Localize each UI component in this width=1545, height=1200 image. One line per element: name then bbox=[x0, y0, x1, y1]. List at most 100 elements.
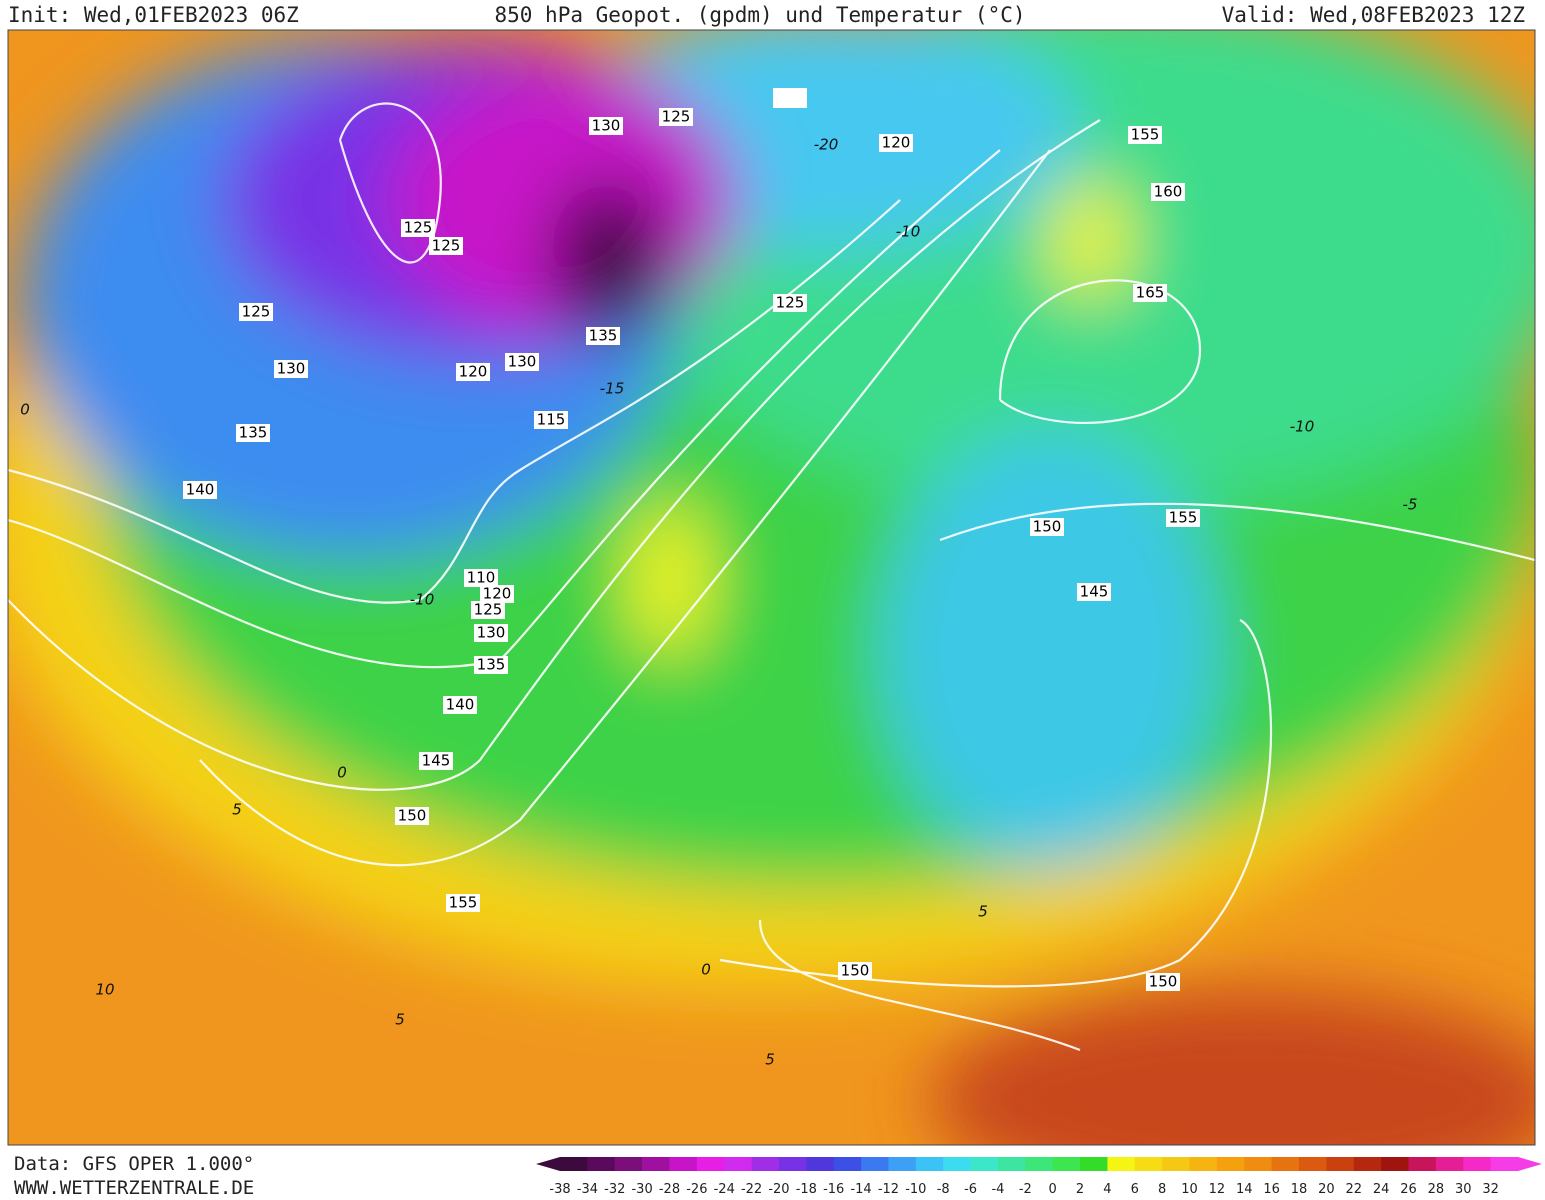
colorbar-swatch bbox=[1271, 1157, 1300, 1171]
geopotential-label: 140 bbox=[446, 696, 475, 714]
colorbar-label: -30 bbox=[631, 1182, 652, 1197]
colorbar-swatch bbox=[1490, 1157, 1519, 1171]
valid-time: Valid: Wed,08FEB2023 12Z bbox=[1222, 3, 1525, 27]
geopotential-label: 145 bbox=[1080, 583, 1109, 601]
colorbar-label: 2 bbox=[1076, 1182, 1084, 1197]
temperature-label: -15 bbox=[600, 380, 625, 398]
geopotential-label: 120 bbox=[483, 585, 512, 603]
colorbar-swatch bbox=[1107, 1157, 1136, 1171]
map-patch bbox=[773, 88, 807, 108]
contour-label-box bbox=[1077, 583, 1111, 601]
colorbar-label: 26 bbox=[1400, 1182, 1417, 1197]
colorbar-swatch bbox=[1216, 1157, 1245, 1171]
colorbar-swatch bbox=[778, 1157, 807, 1171]
temperature-label: 0 bbox=[701, 961, 711, 979]
colorbar-swatch bbox=[1435, 1157, 1464, 1171]
colorbar-label: 10 bbox=[1181, 1182, 1198, 1197]
geopotential-label: 130 bbox=[592, 117, 621, 135]
colorbar-swatch bbox=[724, 1157, 753, 1171]
colorbar-swatch bbox=[614, 1157, 643, 1171]
geopotential-label: 125 bbox=[404, 219, 433, 237]
geopotential-label: 140 bbox=[186, 481, 215, 499]
colorbar-swatch bbox=[1353, 1157, 1382, 1171]
contour-label-box bbox=[773, 294, 807, 312]
contour-label-box bbox=[1151, 183, 1185, 201]
colorbar-swatch bbox=[1189, 1157, 1218, 1171]
colorbar-label: -14 bbox=[850, 1182, 871, 1197]
temperature-label: 5 bbox=[978, 903, 988, 921]
contour-label-box bbox=[446, 894, 480, 912]
colorbar-swatch bbox=[806, 1157, 835, 1171]
colorbar-label: -2 bbox=[1019, 1182, 1032, 1197]
colorbar-swatch bbox=[1408, 1157, 1437, 1171]
temperature-label: -5 bbox=[1403, 496, 1418, 514]
contour-label-box bbox=[395, 807, 429, 825]
colorbar-swatch bbox=[751, 1157, 780, 1171]
colorbar-label: 12 bbox=[1209, 1182, 1226, 1197]
geopotential-label: 150 bbox=[398, 807, 427, 825]
colorbar-swatch bbox=[970, 1157, 999, 1171]
temperature-label: 5 bbox=[765, 1051, 775, 1069]
colorbar-label: -16 bbox=[823, 1182, 844, 1197]
contour-label-box bbox=[419, 752, 453, 770]
colorbar-swatch bbox=[915, 1157, 944, 1171]
colorbar-label: 8 bbox=[1158, 1182, 1166, 1197]
colorbar-label: -26 bbox=[686, 1182, 707, 1197]
geopotential-label: 150 bbox=[841, 962, 870, 980]
colorbar-swatch bbox=[861, 1157, 889, 1171]
contour-label-box bbox=[464, 569, 498, 587]
colorbar-swatch bbox=[587, 1157, 616, 1171]
colorbar-label: -4 bbox=[991, 1182, 1004, 1197]
contour-label-box bbox=[1146, 973, 1180, 991]
colorbar-swatch bbox=[1463, 1157, 1492, 1171]
colorbar-label: 22 bbox=[1345, 1182, 1362, 1197]
contour-label-box bbox=[534, 411, 568, 429]
geopotential-label: 120 bbox=[459, 363, 488, 381]
contour-label-box bbox=[589, 117, 623, 135]
geopotential-label: 160 bbox=[1154, 183, 1183, 201]
contour-label-box bbox=[586, 327, 620, 345]
contour-label-box bbox=[274, 360, 308, 378]
contour-label-box bbox=[456, 363, 490, 381]
contour-label-box bbox=[471, 601, 505, 619]
temperature-label: 0 bbox=[337, 764, 347, 782]
colorbar-swatch bbox=[1244, 1157, 1273, 1171]
colorbar-label: 20 bbox=[1318, 1182, 1335, 1197]
colorbar-label: -10 bbox=[905, 1182, 926, 1197]
site-name: WWW.WETTERZENTRALE.DE bbox=[14, 1177, 254, 1199]
temperature-label: 5 bbox=[232, 801, 242, 819]
geopotential-label: 125 bbox=[662, 108, 691, 126]
init-time: Init: Wed,01FEB2023 06Z bbox=[8, 3, 299, 27]
colorbar-swatch bbox=[669, 1157, 698, 1171]
colorbar-label: -12 bbox=[878, 1182, 899, 1197]
colorbar-label: -24 bbox=[714, 1182, 735, 1197]
contour-label-box bbox=[838, 962, 872, 980]
colorbar-swatch bbox=[696, 1157, 725, 1171]
contour-label-box bbox=[429, 237, 463, 255]
colorbar-swatch bbox=[1134, 1157, 1163, 1171]
geopotential-label: 115 bbox=[537, 411, 566, 429]
colorbar-label: 4 bbox=[1103, 1182, 1111, 1197]
temperature-label: 5 bbox=[395, 1011, 405, 1029]
colorbar-arrow bbox=[1518, 1157, 1542, 1171]
geopotential-label: 120 bbox=[882, 134, 911, 152]
geopotential-label: 165 bbox=[1136, 284, 1165, 302]
colorbar-swatch bbox=[1080, 1157, 1108, 1171]
colorbar-label: -28 bbox=[659, 1182, 680, 1197]
colorbar-label: 0 bbox=[1049, 1182, 1057, 1197]
temperature-label: -10 bbox=[1290, 418, 1315, 436]
geopotential-label: 130 bbox=[508, 353, 537, 371]
colorbar-label: 30 bbox=[1455, 1182, 1472, 1197]
temperature-label: 0 bbox=[20, 401, 30, 419]
colorbar-label: -32 bbox=[604, 1182, 625, 1197]
colorbar-swatch bbox=[642, 1157, 670, 1171]
colorbar-label: 18 bbox=[1291, 1182, 1308, 1197]
colorbar-label: 32 bbox=[1482, 1182, 1499, 1197]
geopotential-label: 110 bbox=[467, 569, 496, 587]
colorbar-swatch bbox=[1381, 1157, 1410, 1171]
colorbar-swatch bbox=[1025, 1157, 1054, 1171]
colorbar-swatch bbox=[1299, 1157, 1327, 1171]
